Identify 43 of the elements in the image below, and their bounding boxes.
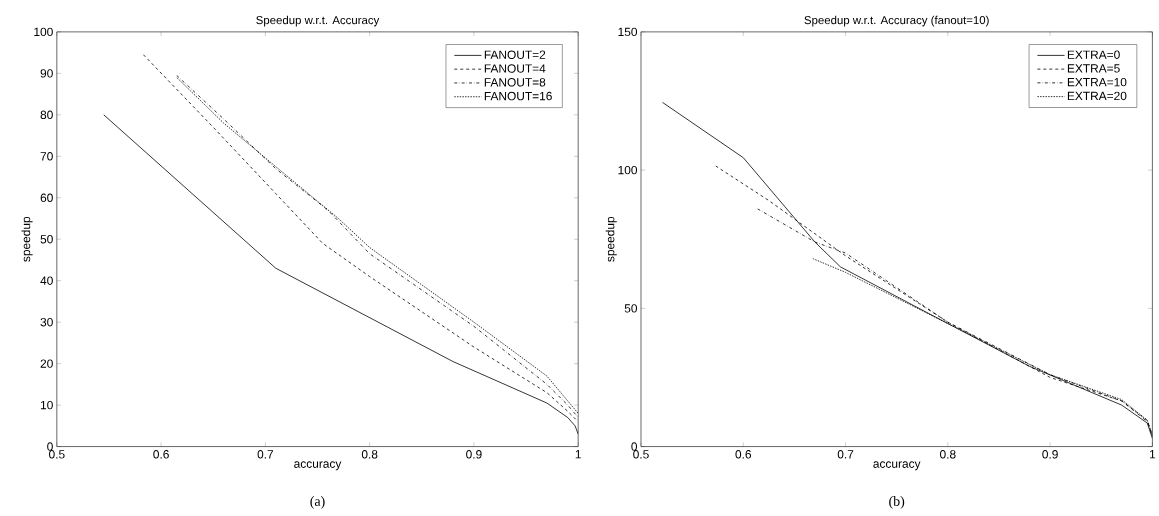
y-tick-label: 70 xyxy=(40,151,53,161)
y-tick-label: 0 xyxy=(47,442,53,451)
y-tick-label: 80 xyxy=(40,110,53,119)
x-tick-label: 0.5 xyxy=(633,449,649,459)
x-tick-label: 1 xyxy=(575,449,581,459)
chart-title: Speedup w.r.t. Accuracy (fanout=10) xyxy=(804,15,989,27)
x-tick-label: 0.8 xyxy=(940,449,956,459)
y-tick-label: 50 xyxy=(40,234,53,244)
x-axis-title: accuracy xyxy=(873,461,921,471)
text: (a) xyxy=(310,495,325,509)
chart-title: Speedup w.r.t. Accuracy xyxy=(256,15,380,27)
x-tick-label: 0.6 xyxy=(153,449,169,459)
x-tick-label: 0.5 xyxy=(49,449,65,459)
text: (b) xyxy=(889,495,905,509)
y-axis-title: speedup xyxy=(605,216,617,262)
x-tick-label: 1 xyxy=(1149,449,1156,459)
legend-label: EXTRA=0 xyxy=(1067,50,1120,59)
x-tick-label: 0.9 xyxy=(466,449,482,459)
y-tick-label: 150 xyxy=(618,27,638,36)
y-tick-label: 20 xyxy=(40,359,53,368)
y-tick-label: 30 xyxy=(40,317,53,327)
legend-label: EXTRA=20 xyxy=(1067,91,1127,100)
y-tick-label: 100 xyxy=(34,27,53,36)
x-tick-label: 0.9 xyxy=(1042,449,1058,459)
x-axis-title: accuracy xyxy=(294,461,342,471)
x-tick-label: 0.8 xyxy=(361,449,378,459)
legend-label: FANOUT=16 xyxy=(484,91,552,101)
y-axis-title: speedup xyxy=(21,216,33,262)
legend-label: FANOUT=4 xyxy=(484,64,546,73)
y-tick-label: 60 xyxy=(40,193,53,202)
y-tick-label: 10 xyxy=(40,400,53,410)
x-tick-label: 0.7 xyxy=(837,449,854,459)
y-tick-label: 40 xyxy=(40,276,53,285)
y-tick-label: 50 xyxy=(624,303,638,313)
legend-label: EXTRA=10 xyxy=(1067,77,1127,87)
y-tick-label: 90 xyxy=(40,68,53,78)
y-tick-label: 0 xyxy=(631,442,638,451)
legend-label: EXTRA=5 xyxy=(1067,64,1120,73)
legend-label: FANOUT=2 xyxy=(484,50,546,59)
y-tick-label: 100 xyxy=(618,165,638,175)
x-tick-label: 0.6 xyxy=(735,449,752,459)
legend-label: FANOUT=8 xyxy=(484,77,546,87)
x-tick-label: 0.7 xyxy=(257,449,274,459)
